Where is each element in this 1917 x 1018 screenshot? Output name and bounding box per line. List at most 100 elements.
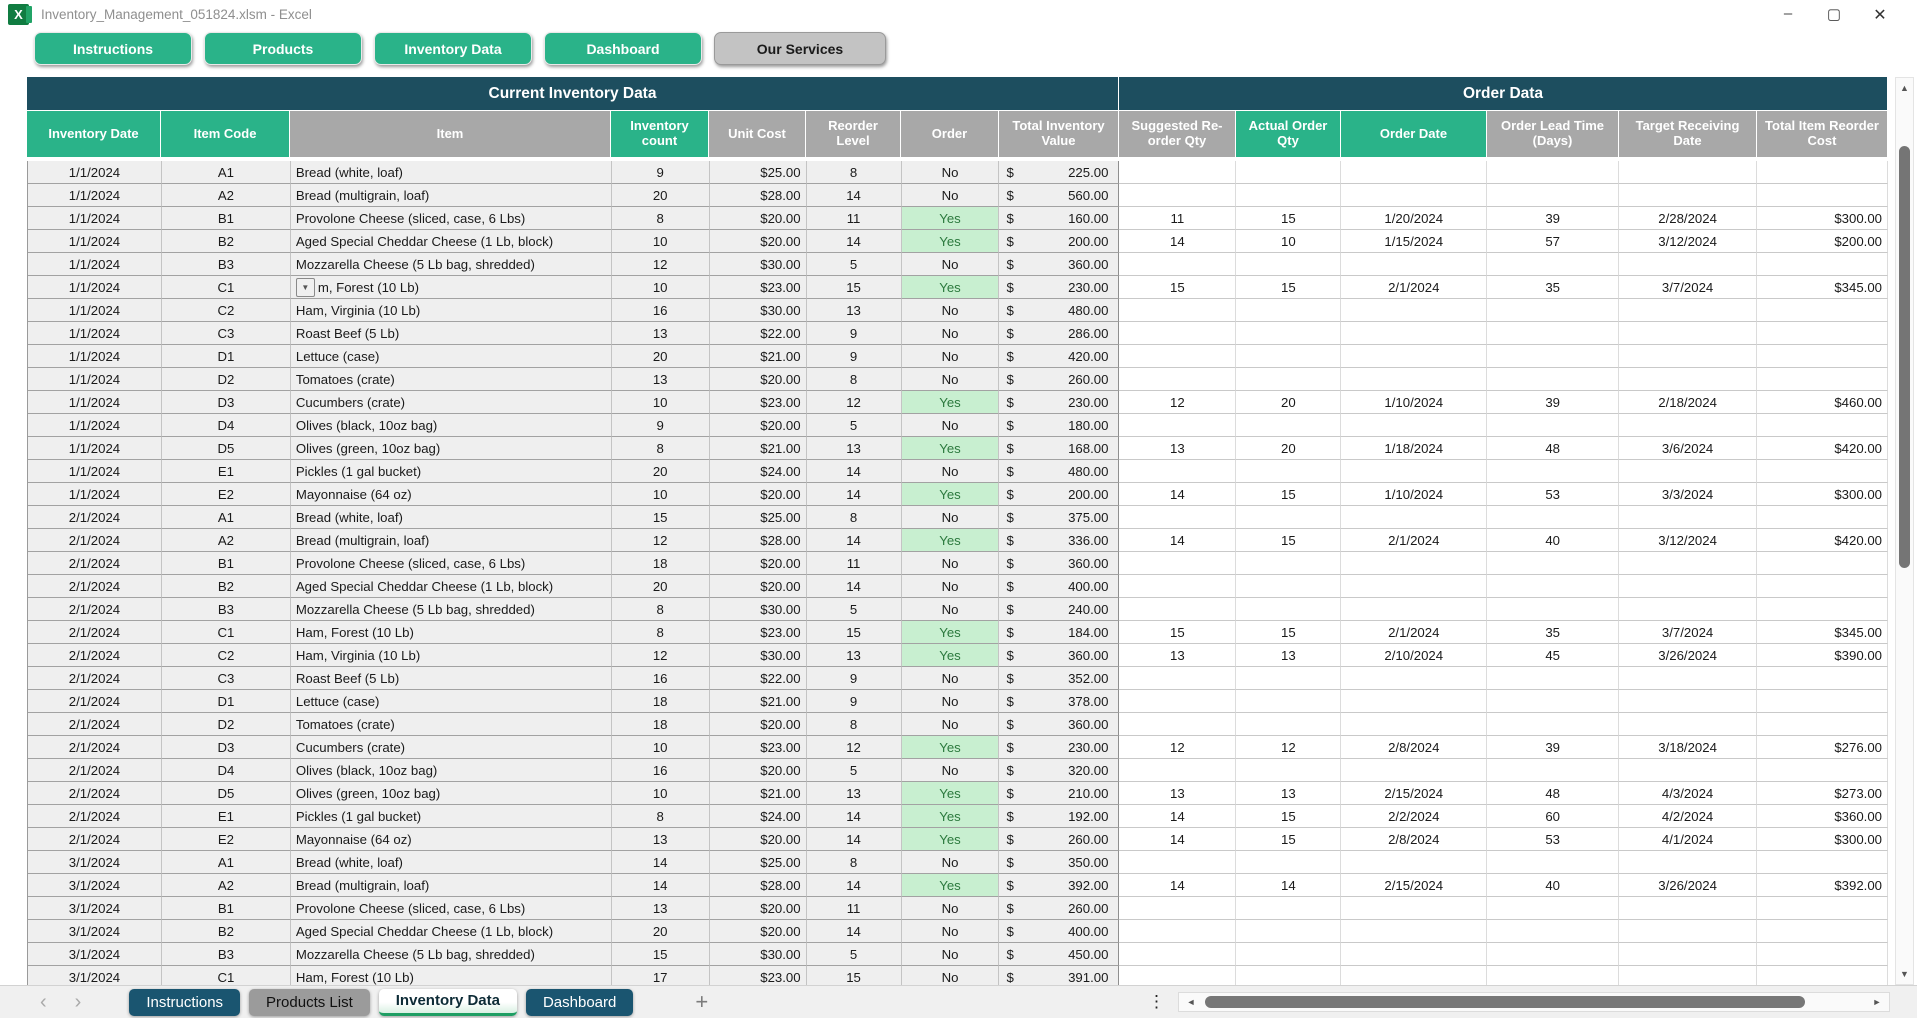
cell-reorder-level[interactable]: 9 bbox=[806, 667, 902, 690]
cell-inventory-count[interactable]: 10 bbox=[611, 391, 710, 414]
cell-total-item-reorder-cost[interactable] bbox=[1757, 161, 1888, 184]
cell-inventory-count[interactable]: 10 bbox=[611, 782, 710, 805]
cell-order[interactable]: Yes bbox=[901, 437, 1000, 460]
cell-item-code[interactable]: D5 bbox=[161, 782, 291, 805]
cell-actual-order-qty[interactable] bbox=[1236, 184, 1342, 207]
cell-suggested-reorder-qty[interactable] bbox=[1119, 897, 1237, 920]
nav-button-instructions[interactable]: Instructions bbox=[34, 32, 192, 65]
cell-actual-order-qty[interactable] bbox=[1236, 943, 1342, 966]
cell-unit-cost[interactable]: $20.00 bbox=[709, 207, 807, 230]
cell-target-receiving-date[interactable]: 3/12/2024 bbox=[1619, 529, 1758, 552]
cell-item-code[interactable]: A2 bbox=[161, 184, 291, 207]
cell-item-code[interactable]: B1 bbox=[161, 207, 291, 230]
cell-reorder-level[interactable]: 13 bbox=[806, 782, 902, 805]
cell-inventory-date[interactable]: 1/1/2024 bbox=[28, 161, 162, 184]
cell-order-date[interactable] bbox=[1341, 966, 1488, 985]
cell-item-code[interactable]: A1 bbox=[161, 161, 291, 184]
cell-actual-order-qty[interactable]: 20 bbox=[1236, 391, 1342, 414]
cell-unit-cost[interactable]: $25.00 bbox=[709, 161, 807, 184]
cell-unit-cost[interactable]: $20.00 bbox=[709, 230, 807, 253]
cell-item-code[interactable]: B2 bbox=[161, 230, 291, 253]
cell-item-code[interactable]: B3 bbox=[161, 253, 291, 276]
cell-actual-order-qty[interactable] bbox=[1236, 299, 1342, 322]
cell-inventory-count[interactable]: 20 bbox=[611, 920, 710, 943]
cell-total-inventory-value[interactable]: $375.00 bbox=[999, 506, 1120, 529]
cell-item[interactable]: Provolone Cheese (sliced, case, 6 Lbs) bbox=[290, 552, 612, 575]
cell-suggested-reorder-qty[interactable]: 15 bbox=[1119, 276, 1237, 299]
cell-total-inventory-value[interactable]: $184.00 bbox=[999, 621, 1120, 644]
cell-target-receiving-date[interactable] bbox=[1619, 184, 1758, 207]
cell-item-code[interactable]: D1 bbox=[161, 690, 291, 713]
cell-total-item-reorder-cost[interactable] bbox=[1757, 253, 1888, 276]
cell-suggested-reorder-qty[interactable]: 12 bbox=[1119, 391, 1237, 414]
cell-order-lead-time[interactable] bbox=[1487, 184, 1620, 207]
cell-order-date[interactable] bbox=[1341, 667, 1488, 690]
cell-order-lead-time[interactable] bbox=[1487, 667, 1620, 690]
cell-target-receiving-date[interactable] bbox=[1619, 368, 1758, 391]
cell-order[interactable]: No bbox=[901, 414, 1000, 437]
cell-order-lead-time[interactable] bbox=[1487, 506, 1620, 529]
cell-order-date[interactable] bbox=[1341, 460, 1488, 483]
cell-suggested-reorder-qty[interactable] bbox=[1119, 920, 1237, 943]
cell-total-inventory-value[interactable]: $260.00 bbox=[999, 897, 1120, 920]
cell-inventory-count[interactable]: 18 bbox=[611, 552, 710, 575]
cell-actual-order-qty[interactable] bbox=[1236, 368, 1342, 391]
cell-total-inventory-value[interactable]: $320.00 bbox=[999, 759, 1120, 782]
cell-inventory-count[interactable]: 12 bbox=[611, 529, 710, 552]
cell-order[interactable]: No bbox=[901, 920, 1000, 943]
cell-order[interactable]: No bbox=[901, 506, 1000, 529]
cell-inventory-count[interactable]: 9 bbox=[611, 414, 710, 437]
cell-suggested-reorder-qty[interactable]: 14 bbox=[1119, 529, 1237, 552]
cell-suggested-reorder-qty[interactable] bbox=[1119, 759, 1237, 782]
cell-item-code[interactable]: C2 bbox=[161, 299, 291, 322]
cell-item[interactable]: Ham, Forest (10 Lb) bbox=[290, 966, 612, 985]
cell-inventory-date[interactable]: 2/1/2024 bbox=[28, 828, 162, 851]
cell-actual-order-qty[interactable] bbox=[1236, 713, 1342, 736]
cell-unit-cost[interactable]: $23.00 bbox=[709, 736, 807, 759]
cell-reorder-level[interactable]: 8 bbox=[806, 506, 902, 529]
cell-order-date[interactable] bbox=[1341, 690, 1488, 713]
cell-order-lead-time[interactable]: 45 bbox=[1487, 644, 1620, 667]
cell-total-inventory-value[interactable]: $360.00 bbox=[999, 713, 1120, 736]
cell-order-date[interactable] bbox=[1341, 897, 1488, 920]
cell-order[interactable]: No bbox=[901, 368, 1000, 391]
cell-target-receiving-date[interactable] bbox=[1619, 299, 1758, 322]
cell-inventory-date[interactable]: 1/1/2024 bbox=[28, 299, 162, 322]
cell-item-code[interactable]: C3 bbox=[161, 322, 291, 345]
cell-actual-order-qty[interactable]: 14 bbox=[1236, 874, 1342, 897]
cell-total-inventory-value[interactable]: $450.00 bbox=[999, 943, 1120, 966]
cell-suggested-reorder-qty[interactable]: 14 bbox=[1119, 483, 1237, 506]
cell-inventory-count[interactable]: 8 bbox=[611, 437, 710, 460]
cell-order-lead-time[interactable] bbox=[1487, 552, 1620, 575]
cell-suggested-reorder-qty[interactable]: 13 bbox=[1119, 437, 1237, 460]
cell-total-inventory-value[interactable]: $420.00 bbox=[999, 345, 1120, 368]
cell-order[interactable]: Yes bbox=[901, 391, 1000, 414]
cell-inventory-date[interactable]: 1/1/2024 bbox=[28, 230, 162, 253]
cell-total-item-reorder-cost[interactable] bbox=[1757, 667, 1888, 690]
cell-reorder-level[interactable]: 14 bbox=[806, 460, 902, 483]
column-header-target-receiving-date[interactable]: Target Receiving Date bbox=[1619, 110, 1757, 157]
cell-reorder-level[interactable]: 5 bbox=[806, 598, 902, 621]
cell-item-code[interactable]: C1 bbox=[161, 621, 291, 644]
cell-reorder-level[interactable]: 12 bbox=[806, 391, 902, 414]
cell-order-lead-time[interactable]: 40 bbox=[1487, 529, 1620, 552]
cell-order-lead-time[interactable] bbox=[1487, 943, 1620, 966]
cell-total-item-reorder-cost[interactable] bbox=[1757, 414, 1888, 437]
cell-actual-order-qty[interactable]: 13 bbox=[1236, 782, 1342, 805]
cell-item[interactable]: Mozzarella Cheese (5 Lb bag, shredded) bbox=[290, 253, 612, 276]
column-header-item[interactable]: Item bbox=[290, 110, 611, 157]
cell-actual-order-qty[interactable] bbox=[1236, 506, 1342, 529]
cell-total-item-reorder-cost[interactable] bbox=[1757, 299, 1888, 322]
cell-target-receiving-date[interactable]: 2/28/2024 bbox=[1619, 207, 1758, 230]
cell-unit-cost[interactable]: $21.00 bbox=[709, 345, 807, 368]
cell-order-date[interactable] bbox=[1341, 253, 1488, 276]
cell-item[interactable]: ▼ m, Forest (10 Lb) bbox=[290, 276, 612, 299]
cell-suggested-reorder-qty[interactable] bbox=[1119, 575, 1237, 598]
cell-order-lead-time[interactable]: 35 bbox=[1487, 621, 1620, 644]
cell-reorder-level[interactable]: 14 bbox=[806, 920, 902, 943]
cell-actual-order-qty[interactable]: 15 bbox=[1236, 805, 1342, 828]
cell-inventory-date[interactable]: 1/1/2024 bbox=[28, 207, 162, 230]
cell-inventory-count[interactable]: 10 bbox=[611, 276, 710, 299]
cell-order-date[interactable]: 2/1/2024 bbox=[1341, 529, 1488, 552]
cell-suggested-reorder-qty[interactable]: 13 bbox=[1119, 782, 1237, 805]
